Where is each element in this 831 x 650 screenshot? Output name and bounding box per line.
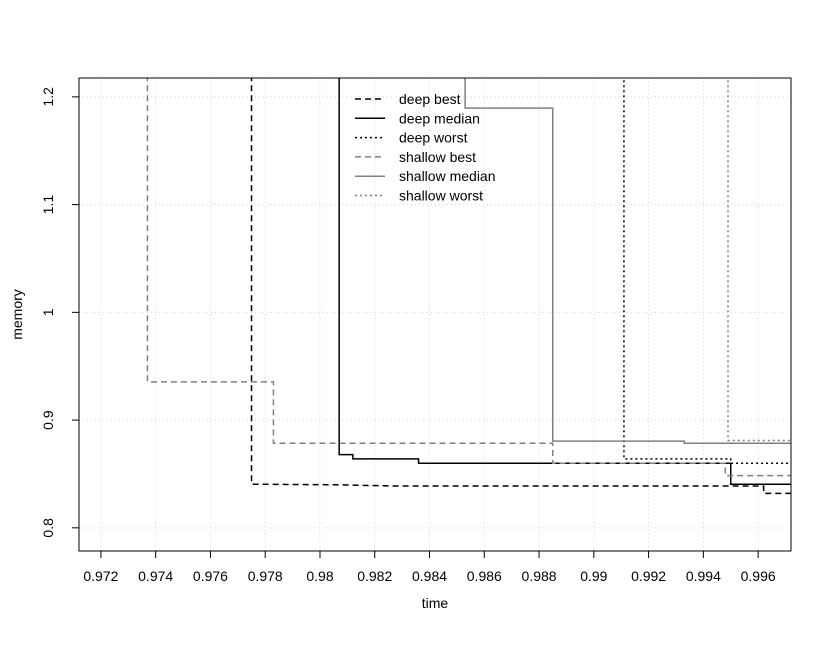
legend-label: deep best <box>399 91 461 107</box>
x-axis-label: time <box>422 595 449 611</box>
x-tick-label: 0.974 <box>138 568 173 584</box>
x-tick-label: 0.972 <box>83 568 118 584</box>
x-tick-label: 0.996 <box>741 568 776 584</box>
legend-label: shallow best <box>399 149 476 165</box>
y-axis-label: memory <box>9 289 25 340</box>
y-tick-label: 1.2 <box>40 87 56 107</box>
y-tick-label: 0.9 <box>40 410 56 430</box>
legend-label: deep median <box>399 110 480 126</box>
y-tick-label: 1 <box>40 308 56 316</box>
grid <box>79 78 791 551</box>
series-lines <box>146 78 791 495</box>
series-line-shallow-median <box>464 78 791 445</box>
y-axis: 0.8 0.9 1 1.1 1.2 <box>40 87 80 538</box>
series-line-deep-worst <box>623 78 791 464</box>
x-tick-label: 0.98 <box>306 568 333 584</box>
x-tick-label: 0.994 <box>686 568 721 584</box>
y-tick-label: 1.1 <box>40 195 56 215</box>
series-line-deep-best <box>250 78 791 495</box>
x-tick-label: 0.99 <box>580 568 607 584</box>
series-line-deep-median <box>338 78 791 485</box>
x-tick-label: 0.982 <box>357 568 392 584</box>
x-tick-label: 0.976 <box>193 568 228 584</box>
x-tick-label: 0.988 <box>522 568 557 584</box>
legend-label: shallow median <box>399 168 496 184</box>
series-line-shallow-worst <box>727 78 791 442</box>
x-tick-label: 0.992 <box>631 568 666 584</box>
legend-label: deep worst <box>399 130 468 146</box>
legend: deep best deep median deep worst shallow be… <box>355 91 496 204</box>
y-tick-label: 0.8 <box>40 518 56 538</box>
x-tick-label: 0.984 <box>412 568 447 584</box>
legend-label: shallow worst <box>399 188 483 204</box>
series-line-shallow-best <box>146 78 791 477</box>
x-axis: 0.972 0.974 0.976 0.978 0.98 0.982 0.984 0.986 0… <box>83 550 776 584</box>
x-tick-label: 0.986 <box>467 568 502 584</box>
x-tick-label: 0.978 <box>248 568 283 584</box>
